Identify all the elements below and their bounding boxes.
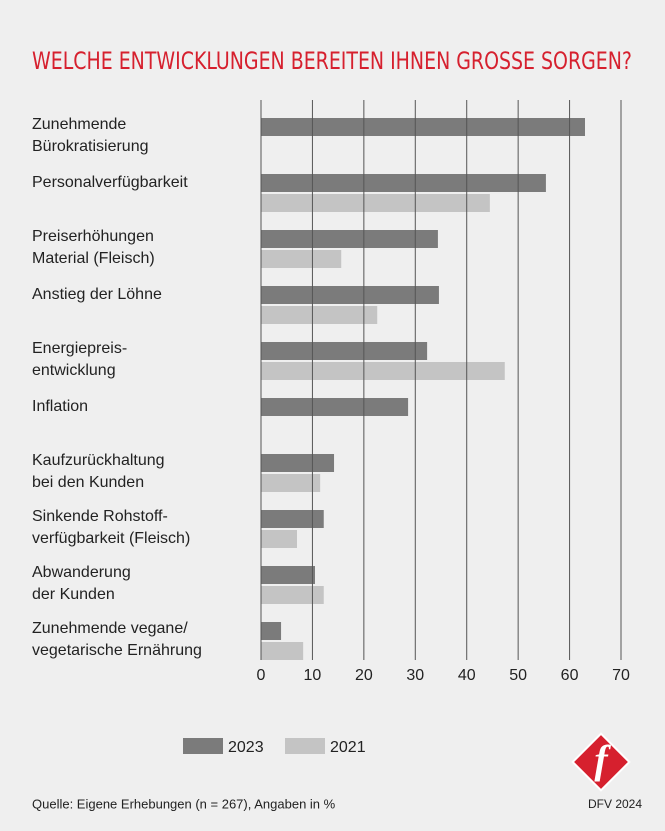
bar xyxy=(261,566,315,584)
legend-label: 2021 xyxy=(330,739,366,756)
x-tick-label: 40 xyxy=(458,667,476,684)
category-label: bei den Kunden xyxy=(32,474,144,491)
category-label: Zunehmende xyxy=(32,116,126,133)
bar xyxy=(261,510,324,528)
category-label: Kaufzurückhaltung xyxy=(32,452,165,469)
x-tick-label: 60 xyxy=(561,667,579,684)
svg-text:f: f xyxy=(594,737,611,782)
bar xyxy=(261,454,335,472)
category-label: verfügbarkeit (Fleisch) xyxy=(32,530,190,547)
logo-caption: DFV 2024 xyxy=(588,797,642,811)
x-tick-label: 70 xyxy=(612,667,630,684)
x-tick-label: 0 xyxy=(257,667,266,684)
category-label: Inflation xyxy=(32,398,88,415)
bar xyxy=(261,194,490,212)
source: Quelle: Eigene Erhebungen (n = 267), Ang… xyxy=(32,796,336,811)
bar xyxy=(261,306,378,324)
category-label: entwicklung xyxy=(32,362,116,379)
logo: f xyxy=(571,732,631,792)
bar xyxy=(261,622,282,640)
category-label: der Kunden xyxy=(32,586,115,603)
category-label: Bürokratisierung xyxy=(32,138,149,155)
category-label: Anstieg der Löhne xyxy=(32,286,162,303)
legend-label: 2023 xyxy=(228,739,264,756)
bar xyxy=(261,642,304,660)
category-label: Sinkende Rohstoff- xyxy=(32,508,168,525)
bar xyxy=(261,530,297,548)
legend-swatch xyxy=(183,738,223,754)
x-tick-label: 10 xyxy=(304,667,322,684)
bar xyxy=(261,362,505,380)
legend-swatch xyxy=(285,738,325,754)
category-label: vegetarische Ernährung xyxy=(32,642,202,659)
x-tick-label: 50 xyxy=(509,667,527,684)
category-label: Preiserhöhungen xyxy=(32,228,154,245)
bar xyxy=(261,250,342,268)
bar xyxy=(261,342,428,360)
category-label: Abwanderung xyxy=(32,564,131,581)
category-label: Material (Fleisch) xyxy=(32,250,155,267)
x-tick-label: 20 xyxy=(355,667,373,684)
bar xyxy=(261,286,439,304)
chart-title: WELCHE ENTWICKLUNGEN BEREITEN IHNEN GROS… xyxy=(32,47,632,75)
bar xyxy=(261,398,409,416)
category-label: Energiepreis- xyxy=(32,340,127,357)
bar xyxy=(261,474,321,492)
bar xyxy=(261,174,546,192)
bar xyxy=(261,586,324,604)
category-label: Zunehmende vegane/ xyxy=(32,620,188,637)
x-tick-label: 30 xyxy=(406,667,424,684)
bar xyxy=(261,118,585,136)
category-label: Personalverfügbarkeit xyxy=(32,174,188,191)
bar xyxy=(261,230,438,248)
